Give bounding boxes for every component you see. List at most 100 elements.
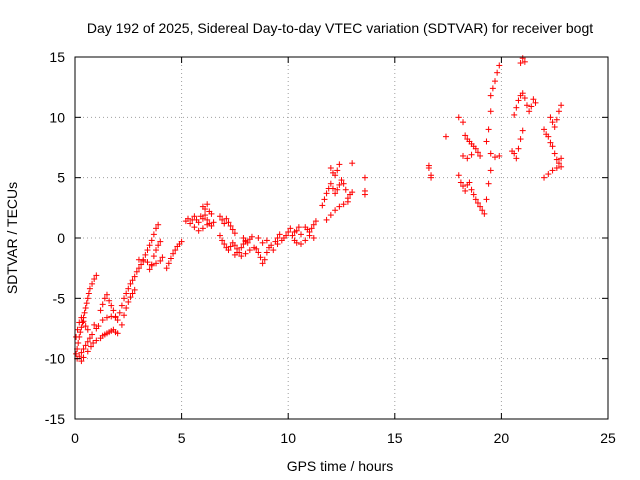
data-point xyxy=(487,92,494,99)
data-point xyxy=(289,232,296,239)
data-point xyxy=(208,210,215,217)
data-point xyxy=(481,210,488,217)
data-point xyxy=(327,212,334,219)
y-tick-label: 5 xyxy=(57,170,65,186)
data-point xyxy=(82,342,89,349)
data-point xyxy=(216,213,223,220)
data-point xyxy=(246,247,253,254)
data-point xyxy=(302,237,309,244)
data-point xyxy=(73,350,80,357)
y-tick-label: -5 xyxy=(53,290,66,306)
data-point xyxy=(125,285,132,292)
data-point xyxy=(138,261,145,268)
data-point xyxy=(140,257,147,264)
data-point xyxy=(489,85,496,92)
data-point xyxy=(244,239,251,246)
data-point xyxy=(255,249,262,256)
data-point xyxy=(549,167,556,174)
data-points xyxy=(73,55,565,365)
data-point xyxy=(199,225,206,232)
data-point xyxy=(133,268,140,275)
y-tick-label: -15 xyxy=(45,411,65,427)
data-point xyxy=(487,167,494,174)
chart-title: Day 192 of 2025, Sidereal Day-to-day VTE… xyxy=(87,20,593,36)
data-point xyxy=(477,152,484,159)
data-point xyxy=(332,172,339,179)
data-point xyxy=(287,225,294,232)
data-point xyxy=(483,196,490,203)
data-point xyxy=(532,99,539,106)
y-tick-label: -10 xyxy=(45,351,65,367)
data-point xyxy=(118,321,125,328)
data-point xyxy=(84,295,91,302)
data-point xyxy=(487,108,494,115)
data-point xyxy=(82,323,89,330)
data-point xyxy=(349,189,356,196)
data-point xyxy=(127,280,134,287)
data-point xyxy=(184,215,191,222)
data-point xyxy=(135,256,142,263)
data-point xyxy=(338,177,345,184)
data-point xyxy=(123,290,130,297)
data-point xyxy=(361,174,368,181)
data-point xyxy=(344,195,351,202)
data-point xyxy=(332,207,339,214)
data-point xyxy=(231,230,238,237)
data-point xyxy=(468,186,475,193)
data-point xyxy=(528,103,535,110)
data-point xyxy=(144,259,151,266)
data-point xyxy=(460,119,467,126)
data-point xyxy=(76,319,83,326)
data-point xyxy=(86,335,93,342)
data-point xyxy=(81,309,88,316)
data-point xyxy=(257,254,264,261)
data-point xyxy=(558,155,565,162)
data-point xyxy=(521,95,528,102)
data-point xyxy=(146,242,153,249)
data-point xyxy=(84,348,91,355)
data-point xyxy=(327,180,334,187)
data-point xyxy=(472,145,479,152)
data-point xyxy=(83,300,90,307)
data-point xyxy=(306,228,313,235)
data-point xyxy=(103,291,110,298)
data-point xyxy=(142,251,149,258)
data-point xyxy=(310,221,317,228)
data-point xyxy=(523,102,530,109)
data-point xyxy=(558,102,565,109)
data-point xyxy=(310,235,317,241)
data-point xyxy=(155,242,162,249)
data-point xyxy=(464,155,471,162)
data-point xyxy=(129,277,136,284)
data-point xyxy=(547,114,554,121)
data-point xyxy=(474,200,481,207)
data-point xyxy=(332,190,339,197)
data-point xyxy=(159,254,166,261)
data-point xyxy=(82,304,89,311)
data-point xyxy=(547,139,554,146)
x-tick-label: 0 xyxy=(71,430,79,446)
data-point xyxy=(297,241,304,248)
data-point xyxy=(195,219,202,226)
data-point xyxy=(118,302,125,309)
data-point xyxy=(146,266,153,273)
data-point xyxy=(515,145,522,152)
data-point xyxy=(276,231,283,238)
data-point xyxy=(167,255,174,262)
data-point xyxy=(204,221,211,228)
data-point xyxy=(442,133,449,140)
data-point xyxy=(74,326,81,333)
data-point xyxy=(229,226,236,233)
data-point xyxy=(199,215,206,222)
x-tick-label: 15 xyxy=(387,430,403,446)
data-point xyxy=(342,186,349,193)
data-point xyxy=(283,232,290,239)
data-point xyxy=(170,250,177,257)
data-point xyxy=(80,354,87,361)
data-point xyxy=(125,298,132,305)
data-point xyxy=(263,249,270,256)
data-point xyxy=(361,187,368,194)
data-point xyxy=(308,225,315,232)
data-point xyxy=(91,276,98,283)
data-point xyxy=(238,244,245,251)
